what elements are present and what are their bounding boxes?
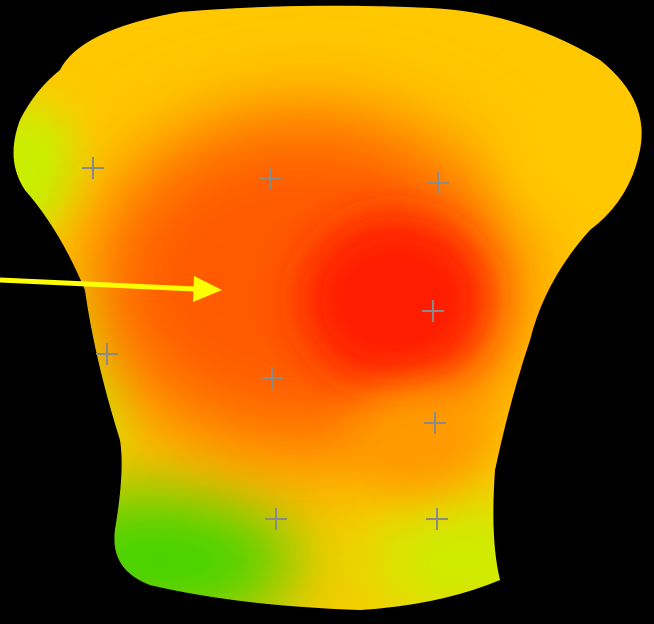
electrode-markers <box>82 157 449 530</box>
heat-blobs <box>13 10 630 610</box>
heat-blob-8 <box>350 390 490 490</box>
heat-blob-7 <box>300 215 490 385</box>
arrow-head <box>193 276 222 302</box>
yellow-arrow-icon <box>0 276 222 302</box>
crosshair-marker-icon <box>259 167 281 189</box>
heat-blob-9 <box>510 80 630 220</box>
crosshair-marker-icon <box>265 508 287 530</box>
crosshair-marker-icon <box>426 508 448 530</box>
crosshair-marker-icon <box>427 172 449 194</box>
crosshair-marker-icon <box>422 300 444 322</box>
crosshair-marker-icon <box>261 367 283 389</box>
crosshair-marker-icon <box>96 343 118 365</box>
crosshair-marker-icon <box>82 157 104 179</box>
heat-blob-2 <box>13 100 80 240</box>
crosshair-marker-icon <box>424 412 446 434</box>
arrow-shaft <box>0 277 196 292</box>
heat-blob-4 <box>70 10 590 130</box>
